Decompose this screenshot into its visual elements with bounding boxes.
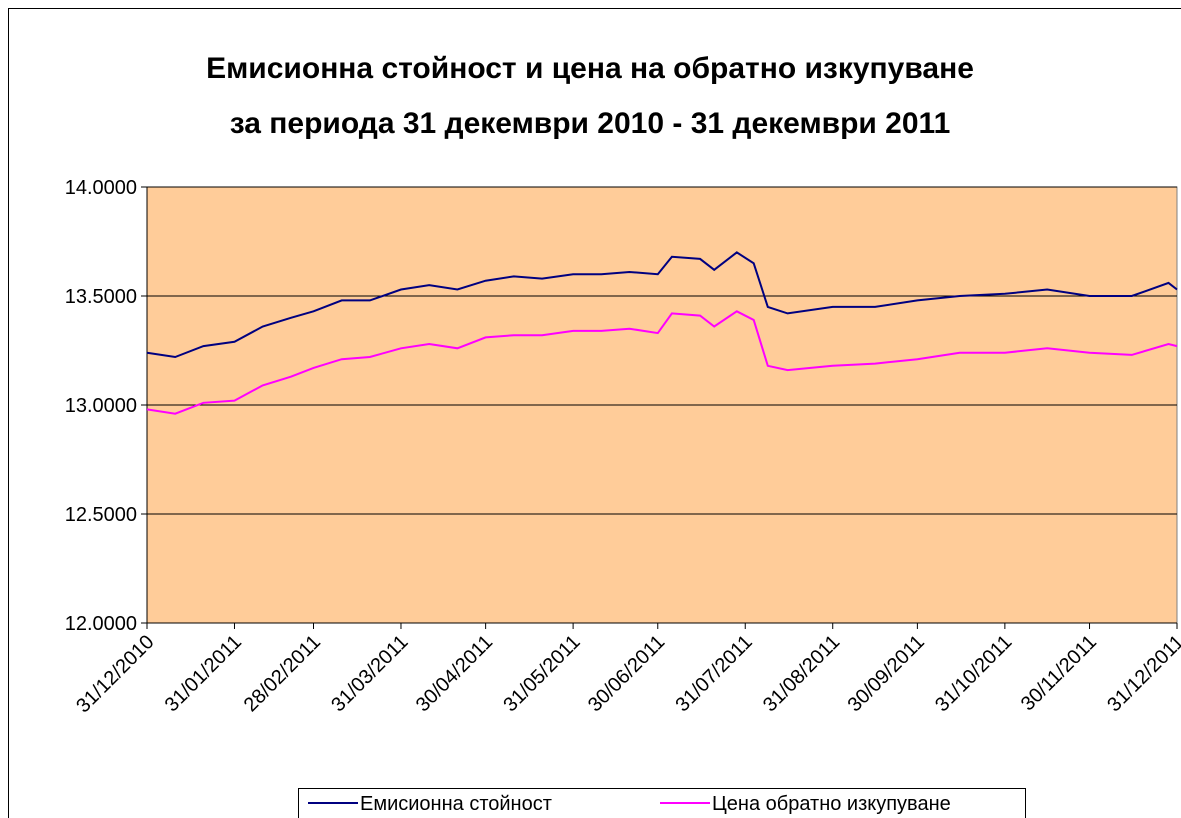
x-tick-label: 31/12/2010 [72, 631, 158, 717]
x-tick-label: 30/04/2011 [412, 631, 497, 716]
x-tick-label: 31/03/2011 [327, 631, 412, 716]
x-tick-label: 31/10/2011 [931, 631, 1016, 716]
y-tick-label: 13.0000 [65, 395, 137, 417]
series-line [146, 310, 1178, 415]
chart-frame [8, 8, 1181, 818]
y-tick-label: 13.5000 [65, 286, 137, 308]
y-tick-label: 14.0000 [65, 177, 137, 199]
x-tick-label: 30/09/2011 [844, 631, 929, 716]
y-tick-label: 12.0000 [65, 613, 137, 635]
x-tick-label: 30/06/2011 [584, 631, 669, 716]
chart-title: за периода 31 декември 2010 - 31 декемвр… [230, 107, 951, 140]
x-tick-label: 31/07/2011 [671, 631, 756, 716]
x-tick-label: 31/08/2011 [759, 631, 844, 716]
legend-label: Емисионна стойност [360, 793, 552, 815]
x-tick-label: 31/05/2011 [499, 631, 584, 716]
x-tick-label: 31/12/2011 [1103, 631, 1181, 716]
legend-label: Цена обратно изкупуване [712, 793, 951, 815]
series-line [146, 251, 1178, 359]
y-tick-label: 12.5000 [65, 504, 137, 526]
chart-title: Емисионна стойност и цена на обратно изк… [206, 52, 974, 85]
x-tick-label: 31/01/2011 [161, 631, 246, 716]
x-tick-label: 30/11/2011 [1017, 631, 1101, 715]
x-tick-label: 28/02/2011 [240, 631, 325, 716]
